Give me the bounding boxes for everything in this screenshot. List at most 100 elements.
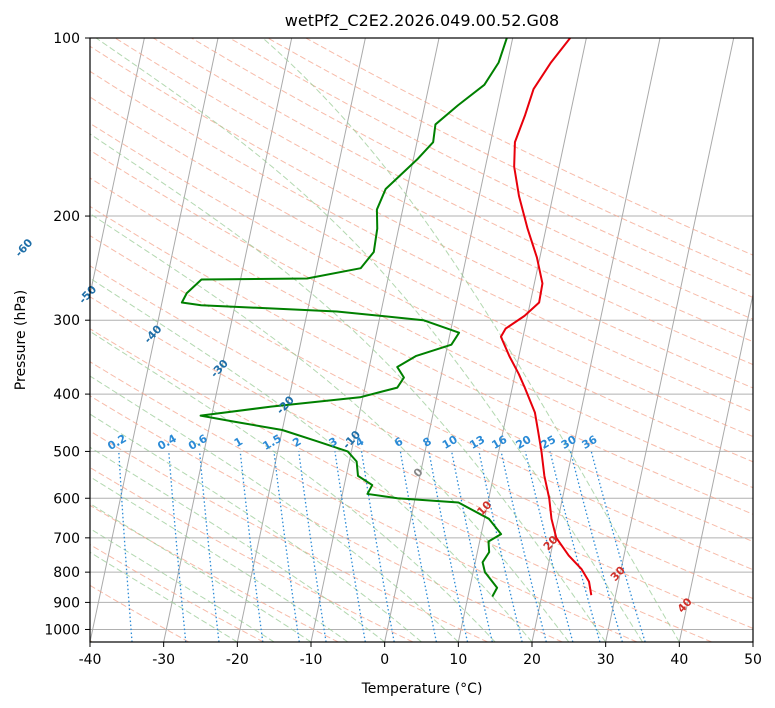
mixing-ratio-line: [118, 451, 133, 642]
y-tick-label: 400: [53, 387, 80, 403]
dry-adiabat: [90, 584, 190, 642]
isotherm-line: [90, 38, 145, 297]
dry-adiabat: [90, 205, 753, 543]
mixing-ratio-label: 1.5: [260, 432, 283, 453]
dry-adiabat: [114, 38, 753, 366]
moist-adiabat: [262, 38, 680, 642]
isotherm-line: [457, 38, 587, 642]
mixing-ratio-label: 0.4: [155, 432, 179, 453]
isotherm-label: -50: [76, 283, 99, 307]
moist-adiabat: [90, 528, 275, 642]
line-labels: 0.20.40.611.52346810131620253036-100-90-…: [12, 236, 695, 615]
y-tick-label: 100: [53, 31, 80, 47]
mixing-ratio-line: [360, 451, 395, 642]
y-axis-label: Pressure (hPa): [13, 290, 29, 390]
mixing-ratio-line: [524, 451, 574, 642]
isotherm-label: -40: [142, 322, 165, 346]
isotherm-label: -60: [12, 236, 35, 260]
isotherm-line: [310, 38, 440, 642]
mixing-ratio-line: [549, 451, 601, 642]
chart-title: wetPf2_C2E2.2026.049.00.52.G08: [285, 11, 559, 31]
x-tick-label: 10: [449, 652, 467, 668]
x-tick-label: 40: [670, 652, 688, 668]
moist-adiabat: [90, 503, 312, 642]
y-tick-label: 1000: [44, 622, 80, 638]
profile-lines: [180, 38, 593, 598]
dry-adiabat: [90, 122, 753, 463]
isotherm-label: 10: [474, 498, 494, 518]
background-lines: [90, 38, 753, 642]
dry-adiabat: [90, 265, 753, 600]
x-tick-label: -40: [79, 652, 102, 668]
isotherm-label: 40: [675, 595, 695, 615]
dry-adiabat: [90, 96, 753, 438]
x-tick-label: 50: [744, 652, 762, 668]
isotherm-line: [384, 38, 514, 642]
mixing-ratio-label: 0.2: [105, 432, 128, 453]
mixing-ratio-line: [239, 451, 264, 642]
dry-adiabat: [152, 38, 753, 343]
mixing-ratio-line: [198, 451, 220, 642]
isotherm-label: 30: [608, 563, 628, 583]
y-tick-label: 800: [53, 565, 80, 581]
mixing-ratio-label: 16: [489, 433, 509, 452]
y-tick-label: 300: [53, 313, 80, 329]
dry-adiabat: [90, 361, 638, 642]
dry-adiabat: [90, 45, 753, 389]
dry-adiabat: [90, 466, 414, 642]
mixing-ratio-line: [451, 451, 493, 642]
moist-adiabat: [90, 375, 459, 642]
dry-adiabat: [90, 504, 339, 642]
x-tick-label: -20: [226, 652, 249, 668]
moist-adiabat: [90, 476, 349, 642]
isotherm-label: -30: [208, 357, 231, 381]
mixing-ratio-line: [399, 451, 438, 642]
isotherm-label: 20: [541, 533, 561, 553]
mixing-ratio-label: 1: [232, 435, 245, 450]
y-tick-label: 700: [53, 531, 80, 547]
mixing-ratio-label: 8: [421, 435, 434, 450]
y-tick-label: 500: [53, 444, 80, 460]
dry-adiabat: [90, 177, 753, 515]
mixing-ratio-line: [590, 451, 646, 642]
dry-adiabat: [305, 38, 753, 256]
dry-adiabat: [90, 296, 753, 629]
isotherm-line: [163, 38, 293, 642]
x-tick-label: -10: [300, 652, 323, 668]
dry-adiabat: [229, 38, 753, 298]
isotherm-line: [752, 639, 753, 642]
moist-adiabat: [90, 330, 496, 642]
dry-adiabat: [90, 395, 563, 642]
x-tick-label: 30: [597, 652, 615, 668]
mixing-ratio-line: [273, 451, 300, 642]
mixing-ratio-line: [569, 451, 623, 642]
x-tick-label: 0: [380, 652, 389, 668]
dry-adiabat: [90, 328, 712, 642]
dewpoint-profile-line: [180, 38, 508, 598]
y-tick-label: 900: [53, 595, 80, 611]
moist-adiabat: [90, 277, 533, 642]
isotherm-line: [605, 38, 735, 642]
moist-adiabat: [90, 551, 238, 642]
x-tick-label: 20: [523, 652, 541, 668]
dry-adiabat: [90, 235, 753, 571]
mixing-ratio-line: [500, 451, 547, 642]
y-tick-label: 600: [53, 491, 80, 507]
x-axis-label: Temperature (°C): [361, 681, 483, 697]
mixing-ratio-label: 10: [440, 433, 460, 452]
isotherm-line: [678, 292, 753, 642]
x-tick-label: -30: [152, 652, 175, 668]
plot-frame: [89, 37, 754, 643]
isotherm-label: 0: [411, 465, 426, 480]
mixing-ratio-line: [478, 451, 523, 642]
mixing-ratio-label: 36: [580, 433, 600, 452]
moist-adiabat: [95, 38, 643, 642]
moist-adiabat: [90, 213, 570, 642]
dry-adiabat: [90, 149, 753, 489]
isotherm-line: [236, 38, 366, 642]
isotherm-line: [531, 38, 661, 642]
moist-adiabat: [90, 413, 422, 642]
mixing-ratio-label: 20: [514, 433, 534, 452]
